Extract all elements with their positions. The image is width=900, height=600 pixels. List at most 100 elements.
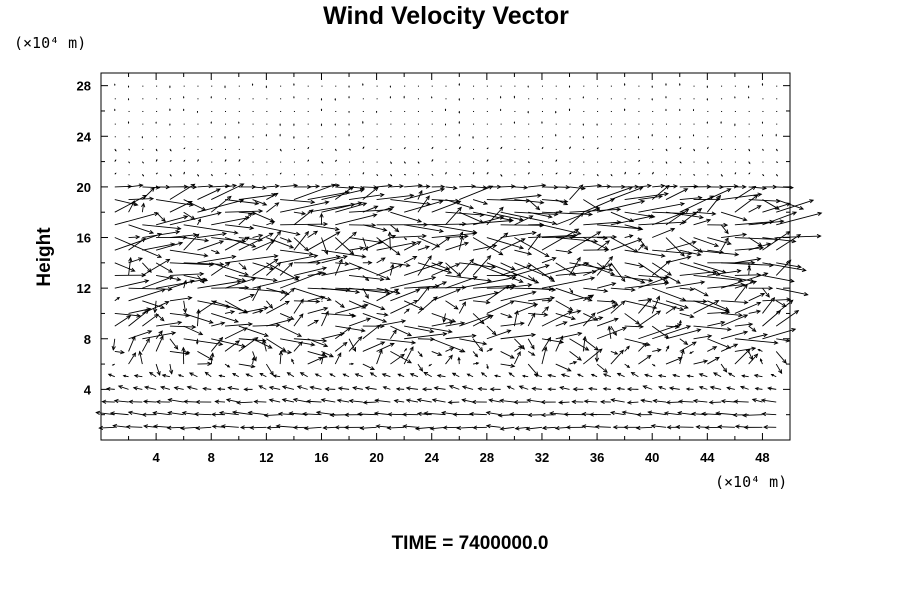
vector-arrowhead — [754, 387, 759, 391]
vector-arrow — [168, 412, 184, 416]
vector-arrow — [748, 310, 761, 314]
vector-arrowhead — [334, 226, 340, 232]
vector-arrowhead — [760, 293, 766, 297]
vector-arrowhead — [633, 248, 639, 253]
chart-title: Wind Velocity Vector — [323, 2, 569, 30]
vector-arrow — [334, 342, 348, 352]
vector-arrow — [280, 199, 315, 203]
vector-arrowhead — [181, 411, 187, 416]
vector-arrowhead — [177, 374, 182, 377]
vector-point — [652, 148, 654, 150]
vector-arrow — [155, 363, 161, 376]
vector-arrowhead — [482, 185, 488, 190]
vector-arrow — [679, 341, 697, 352]
vector-arrow — [693, 325, 731, 331]
vector-point — [762, 110, 764, 112]
vector-arrowhead — [344, 261, 350, 266]
vector-arrowhead — [724, 237, 729, 243]
vector-arrowhead — [226, 195, 232, 201]
vector-point — [541, 174, 543, 176]
vector-arrowhead — [666, 345, 670, 349]
vector-arrowhead — [665, 82, 667, 85]
vector-arrow — [486, 325, 497, 335]
vector-arrowhead — [314, 319, 319, 324]
vector-point — [445, 98, 447, 100]
vector-arrowhead — [169, 149, 172, 152]
vector-arrow — [128, 330, 152, 340]
vector-arrowhead — [494, 374, 498, 378]
vector-arrow — [514, 186, 528, 189]
vector-arrowhead — [355, 289, 361, 294]
vector-point — [652, 123, 654, 125]
vector-point — [238, 148, 240, 150]
vector-arrowhead — [600, 264, 606, 270]
vector-arrow — [224, 236, 250, 251]
y-axis-unit: (×10⁴ m) — [14, 34, 86, 52]
vector-arrowhead — [176, 226, 182, 231]
vector-arrowhead — [258, 233, 264, 239]
vector-point — [473, 98, 475, 100]
vector-arrowhead — [576, 373, 581, 377]
vector-arrow — [337, 399, 350, 403]
vector-arrowhead — [510, 363, 516, 368]
vector-arrow — [143, 400, 157, 403]
vector-arrow — [404, 224, 444, 232]
vector-arrow — [541, 306, 549, 314]
vector-arrow — [555, 249, 572, 253]
vector-arrowhead — [570, 316, 576, 321]
vector-arrow — [653, 400, 667, 403]
vector-arrowhead — [127, 98, 130, 101]
vector-arrowhead — [273, 254, 279, 259]
vector-point — [266, 98, 268, 100]
vector-arrow — [740, 386, 749, 390]
vector-point — [776, 85, 778, 87]
vector-arrow — [194, 413, 212, 416]
vector-arrowhead — [275, 323, 281, 328]
y-tick-label: 16 — [77, 231, 91, 246]
vector-arrowhead — [644, 373, 649, 378]
vector-arrowhead — [697, 195, 703, 201]
vector-arrowhead — [724, 306, 730, 311]
vector-arrow — [114, 195, 147, 213]
vector-arrow — [500, 322, 524, 327]
vector-arrowhead — [380, 306, 386, 311]
vector-arrow — [583, 221, 621, 226]
vector-arrow — [762, 287, 770, 298]
vector-point — [514, 161, 516, 163]
vector-arrowhead — [696, 252, 702, 257]
vector-arrowhead — [168, 369, 174, 375]
vector-arrow — [734, 274, 761, 276]
vector-arrow — [362, 300, 385, 310]
vector-arrow — [142, 224, 181, 230]
vector-arrowhead — [448, 385, 454, 390]
vector-arrow — [459, 262, 496, 268]
vector-arrow — [775, 310, 799, 327]
vector-arrow — [762, 413, 777, 416]
vector-arrow — [776, 262, 802, 268]
vector-arrow — [776, 338, 790, 342]
vector-point — [514, 148, 516, 150]
y-tick-label: 20 — [77, 180, 91, 195]
vector-arrowhead — [112, 423, 118, 429]
vector-arrowhead — [434, 284, 440, 289]
vector-arrowhead — [734, 172, 737, 174]
vector-arrow — [541, 228, 579, 251]
vector-arrow — [486, 425, 501, 428]
vector-arrowhead — [424, 245, 430, 250]
vector-arrow — [307, 338, 328, 347]
vector-arrowhead — [717, 424, 723, 429]
vector-arrowhead — [181, 346, 186, 352]
vector-point — [514, 174, 516, 176]
vector-arrowhead — [573, 361, 578, 365]
vector-arrow — [280, 255, 318, 264]
vector-arrow — [376, 287, 400, 294]
vector-arrowhead — [244, 271, 250, 277]
vector-arrow — [636, 426, 653, 429]
vector-arrowhead — [701, 411, 706, 417]
vector-arrowhead — [393, 398, 399, 404]
vector-arrow — [748, 325, 757, 332]
vector-arrowhead — [452, 412, 458, 417]
vector-arrowhead — [165, 258, 171, 263]
vector-arrow — [555, 335, 564, 352]
vector-point — [610, 136, 612, 138]
